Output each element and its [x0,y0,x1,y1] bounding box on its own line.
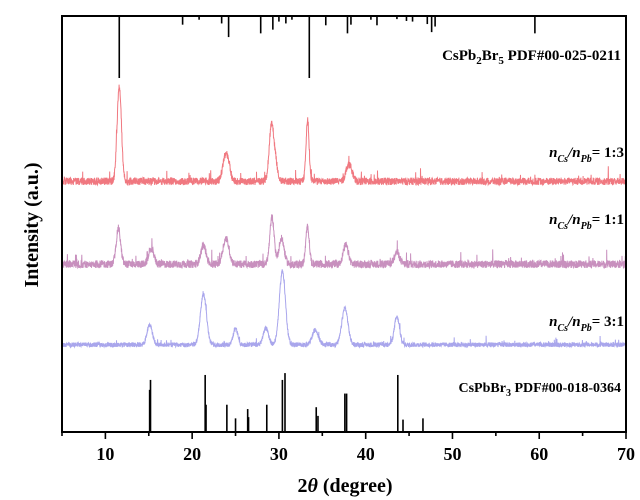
series-label-1-1: nCs/nPb= 1:1 [549,212,624,232]
ref-label-cspbbr3: CsPbBr3 PDF#00-018-0364 [459,381,622,399]
x-tick-label: 10 [96,444,114,464]
series-1-line [61,214,627,270]
x-tick-label: 20 [183,444,201,464]
x-tick-label: 30 [270,444,288,464]
ref-label-cspb2br5: CsPb2Br5 PDF#00-025-0211 [442,48,621,67]
x-tick-label: 40 [357,444,375,464]
series-label-1-3: nCs/nPb= 1:3 [549,145,624,165]
x-axis-label: 2θ (degree) [298,475,393,497]
measured-patterns [61,84,627,349]
x-tick-label: 70 [617,444,635,464]
reference-patterns [118,16,536,432]
series-2-line [61,269,627,349]
x-tick-label: 60 [530,444,548,464]
series-0-line [61,84,627,187]
plot-frame [61,15,627,433]
y-axis-label: Intensity (a.u.) [21,162,43,287]
x-tick-label: 50 [443,444,461,464]
series-label-3-1: nCs/nPb= 3:1 [549,314,624,334]
axes: 10 20 30 40 50 60 70 [61,15,635,464]
